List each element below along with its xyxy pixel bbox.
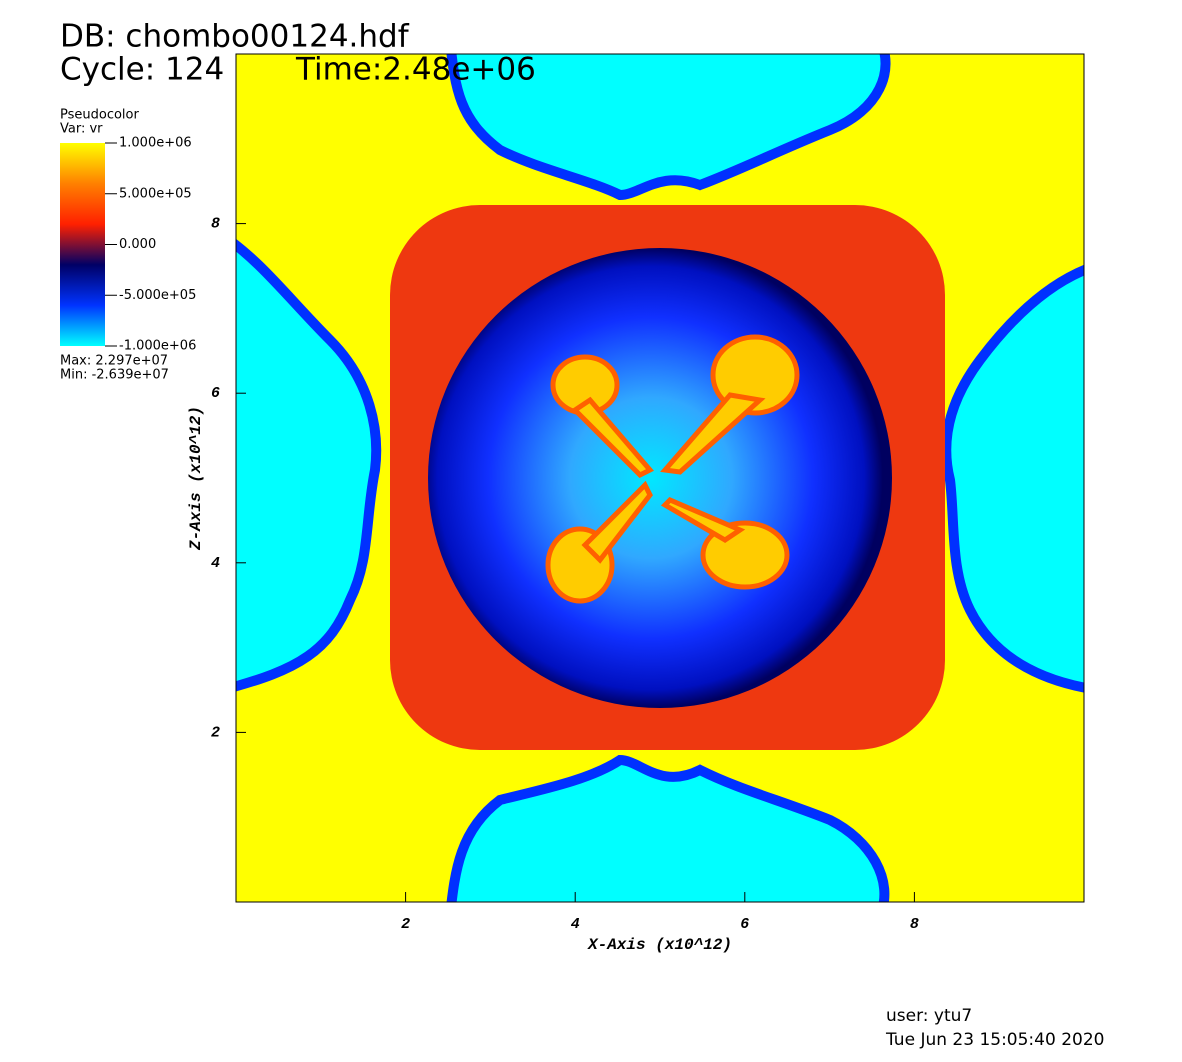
max-label: Max: 2.297e+07	[60, 354, 168, 369]
field	[236, 54, 1084, 902]
x-tick-label: 4	[571, 916, 580, 933]
x-tick-label: 2	[401, 916, 410, 933]
colorbar-tick-label: 0.000	[119, 237, 156, 252]
min-label: Min: -2.639e+07	[60, 368, 169, 383]
y-tick-label: 4	[211, 555, 220, 572]
region	[446, 54, 891, 201]
y-axis-label: Z-Axis (x10^12)	[187, 406, 205, 551]
x-tick-label: 8	[910, 916, 919, 933]
db-title: DB: chombo00124.hdf	[60, 19, 410, 55]
x-axis-label: X-Axis (x10^12)	[587, 936, 732, 954]
outer-regions	[236, 54, 1084, 902]
colorbar-tick-label: 1.000e+06	[119, 136, 192, 151]
lobe	[660, 392, 766, 475]
colorbar-tick-label: -1.000e+06	[119, 339, 196, 354]
region	[941, 264, 1084, 693]
cycle: Cycle: 124	[60, 52, 224, 88]
lobes	[545, 334, 800, 604]
time: Time:2.48e+06	[295, 52, 536, 88]
lobe	[581, 480, 653, 564]
region	[236, 238, 382, 692]
date: Tue Jun 23 15:05:40 2020	[885, 1030, 1104, 1050]
x-tick-label: 6	[740, 916, 749, 933]
y-tick-label: 6	[211, 385, 220, 402]
legend-title: Pseudocolor	[60, 108, 139, 123]
lobe	[571, 396, 654, 479]
colorbar-tick-label: 5.000e+05	[119, 186, 192, 201]
colorbar-tick-label: -5.000e+05	[119, 288, 196, 303]
colorbar	[60, 143, 105, 346]
legend-var: Var: vr	[60, 122, 103, 137]
user: user: ytu7	[886, 1006, 972, 1026]
lobe	[660, 497, 746, 543]
plot-frame	[235, 53, 1085, 903]
y-tick-label: 2	[211, 724, 220, 741]
region	[446, 754, 890, 902]
y-tick-label: 8	[211, 216, 220, 233]
disk	[428, 248, 892, 708]
